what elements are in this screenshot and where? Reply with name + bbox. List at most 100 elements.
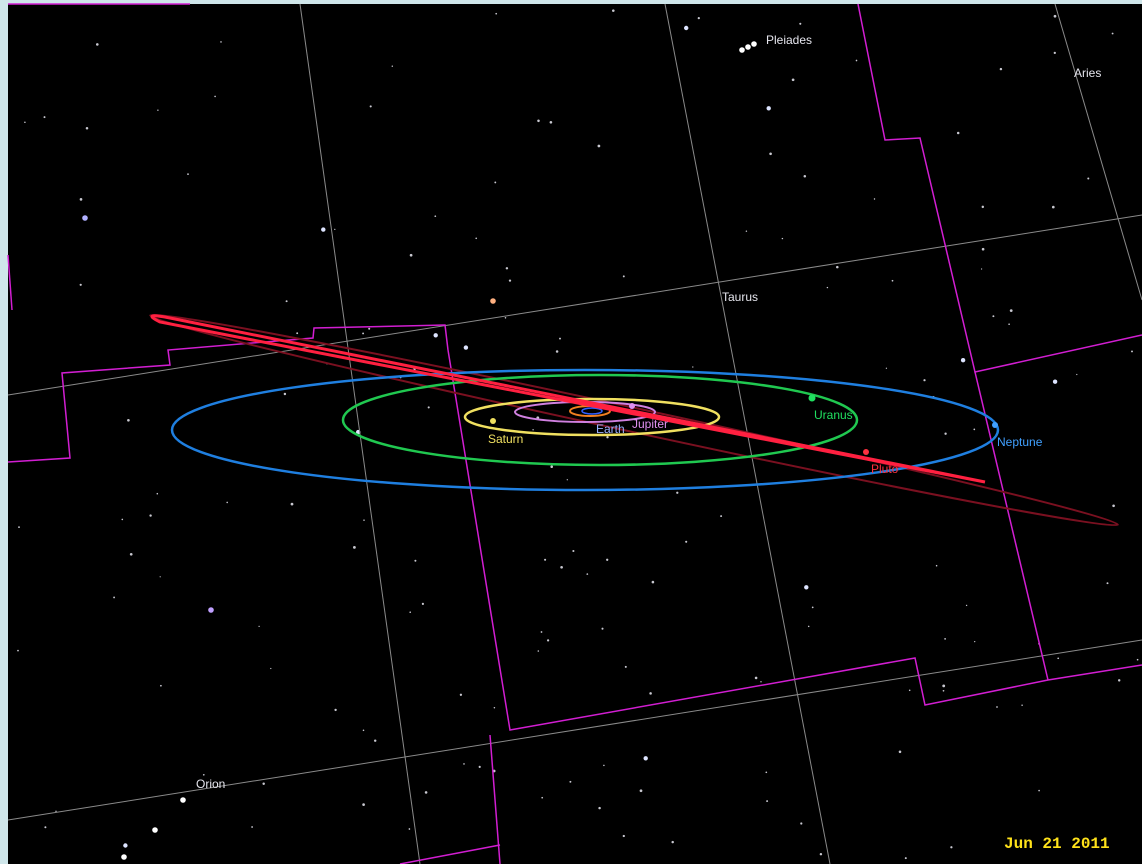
- star: [799, 23, 801, 25]
- star: [541, 797, 543, 799]
- bright-star: [152, 827, 158, 833]
- star: [547, 639, 549, 641]
- star: [559, 338, 561, 340]
- bright-star: [180, 797, 186, 803]
- star: [537, 120, 540, 123]
- star: [899, 751, 902, 754]
- jupiter-marker: [629, 403, 635, 409]
- star: [505, 317, 507, 319]
- star: [886, 368, 887, 369]
- star: [1112, 33, 1114, 35]
- star: [409, 828, 411, 830]
- neptune-label: Neptune: [997, 435, 1043, 449]
- star: [226, 502, 228, 504]
- star: [121, 519, 123, 521]
- star: [1076, 374, 1077, 375]
- bright-star: [208, 607, 214, 613]
- page: {"labels": {"pleiades": "Pleiades", "ari…: [0, 0, 1142, 864]
- star: [479, 766, 481, 768]
- star: [556, 350, 559, 353]
- aries-label: Aries: [1074, 66, 1101, 80]
- star: [598, 807, 600, 809]
- star: [410, 254, 413, 257]
- saturn-marker: [490, 418, 496, 424]
- star: [414, 560, 416, 562]
- star: [149, 514, 151, 516]
- star: [422, 603, 424, 605]
- star: [1112, 504, 1115, 507]
- star: [598, 145, 601, 148]
- star: [982, 206, 984, 208]
- star: [746, 230, 747, 231]
- star: [769, 152, 772, 155]
- star: [368, 328, 370, 330]
- uranus-marker: [809, 395, 816, 402]
- bright-star: [751, 41, 757, 47]
- star: [973, 429, 975, 431]
- star: [291, 503, 294, 506]
- star: [804, 585, 808, 589]
- star: [942, 685, 945, 688]
- star: [606, 436, 608, 438]
- star: [24, 121, 26, 123]
- star: [434, 215, 436, 217]
- star: [760, 681, 761, 682]
- star: [892, 280, 894, 282]
- star: [362, 332, 364, 334]
- star: [766, 800, 768, 802]
- star: [494, 181, 496, 183]
- star: [362, 803, 365, 806]
- star: [17, 650, 19, 652]
- star: [936, 565, 938, 567]
- star: [96, 43, 99, 46]
- star: [544, 559, 546, 561]
- star: [321, 227, 325, 231]
- star: [1008, 323, 1010, 325]
- star: [856, 60, 858, 62]
- star: [506, 267, 508, 269]
- star: [720, 515, 722, 517]
- star: [966, 605, 967, 606]
- star: [44, 826, 46, 828]
- star: [80, 198, 83, 201]
- star: [425, 791, 428, 794]
- star: [601, 628, 603, 630]
- bright-star: [82, 215, 88, 221]
- taurus-label: Taurus: [722, 290, 758, 304]
- star: [804, 175, 807, 178]
- star: [160, 576, 161, 577]
- star: [1000, 68, 1002, 70]
- star: [464, 345, 468, 349]
- star: [586, 573, 588, 575]
- star: [792, 78, 795, 81]
- bright-star: [121, 854, 127, 860]
- star: [961, 358, 965, 362]
- star: [258, 626, 259, 627]
- star: [286, 300, 288, 302]
- star: [127, 419, 130, 422]
- star: [550, 121, 553, 124]
- star: [1054, 52, 1056, 54]
- star: [296, 332, 298, 334]
- star: [460, 694, 462, 696]
- star: [392, 65, 393, 66]
- star: [640, 789, 643, 792]
- star: [434, 333, 438, 337]
- star: [494, 707, 495, 708]
- star: [1107, 582, 1109, 584]
- pluto-marker: [863, 449, 869, 455]
- star: [612, 9, 615, 12]
- star: [409, 611, 411, 613]
- bright-star: [739, 47, 745, 53]
- star: [765, 771, 767, 773]
- star: [363, 519, 365, 521]
- star: [820, 853, 822, 855]
- star: [1131, 350, 1133, 352]
- star: [981, 268, 982, 269]
- pleiades-label: Pleiades: [766, 33, 812, 47]
- star: [698, 17, 700, 19]
- star: [160, 685, 162, 687]
- star: [827, 287, 828, 288]
- star: [767, 106, 771, 110]
- star: [623, 275, 625, 277]
